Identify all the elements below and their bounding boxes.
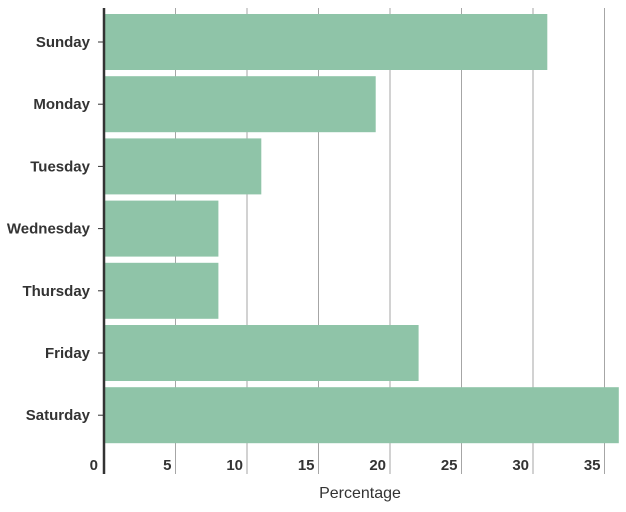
category-labels: Sunday Monday Tuesday Wednesday Thursday Frid… xyxy=(7,34,91,424)
category-label-tuesday: Tuesday xyxy=(30,158,90,175)
x-tick-label-30: 30 xyxy=(512,457,529,474)
x-tick-label-15: 15 xyxy=(298,457,315,474)
bar-tuesday xyxy=(104,138,262,195)
bars xyxy=(104,14,619,444)
category-label-saturday: Saturday xyxy=(26,407,91,424)
x-tick-label-0: 0 xyxy=(90,457,98,474)
category-label-thursday: Thursday xyxy=(22,283,90,300)
x-tick-label-20: 20 xyxy=(369,457,386,474)
axes xyxy=(98,8,106,474)
bar-monday xyxy=(104,76,376,133)
x-axis-title: Percentage xyxy=(319,485,401,502)
x-tick-label-25: 25 xyxy=(441,457,458,474)
x-tick-label-35: 35 xyxy=(584,457,601,474)
x-tick-label-10: 10 xyxy=(226,457,243,474)
bar-saturday xyxy=(104,387,619,444)
bar-sunday xyxy=(104,14,548,70)
category-label-wednesday: Wednesday xyxy=(7,221,91,238)
x-tick-label-5: 5 xyxy=(163,457,171,474)
bar-wednesday xyxy=(104,200,219,257)
category-label-friday: Friday xyxy=(45,345,91,362)
x-tick-labels: 0 5 10 15 20 25 30 35 xyxy=(90,457,601,474)
bar-friday xyxy=(104,325,419,381)
category-label-monday: Monday xyxy=(33,96,90,113)
category-label-sunday: Sunday xyxy=(36,34,91,51)
bar-thursday xyxy=(104,262,219,319)
